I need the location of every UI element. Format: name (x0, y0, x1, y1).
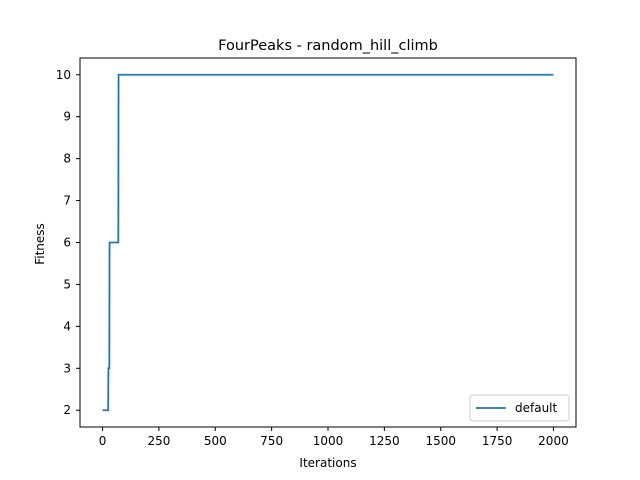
y-tick-label: 3 (63, 361, 71, 375)
legend-label-default: default (515, 401, 558, 415)
x-tick-label: 2000 (538, 434, 569, 448)
x-tick-label: 1000 (313, 434, 344, 448)
x-tick-label: 500 (204, 434, 227, 448)
y-tick-label: 8 (63, 152, 71, 166)
y-tick-label: 6 (63, 236, 71, 250)
y-tick-label: 9 (63, 110, 71, 124)
x-tick-label: 1250 (369, 434, 400, 448)
y-tick-label: 10 (56, 68, 71, 82)
x-axis-label: Iterations (299, 456, 356, 470)
y-tick-label: 5 (63, 277, 71, 291)
y-axis-label: Fitness (33, 223, 47, 265)
x-tick-label: 750 (260, 434, 283, 448)
legend-box (469, 394, 570, 422)
x-tick-label: 1750 (482, 434, 513, 448)
legend: default (469, 394, 570, 422)
y-tick-label: 2 (63, 403, 71, 417)
chart-title: FourPeaks - random_hill_climb (218, 38, 438, 54)
x-axis-ticks: 0 250 500 750 1000 1250 1500 1750 2000 (99, 427, 569, 448)
y-tick-label: 7 (63, 194, 71, 208)
x-tick-label: 250 (147, 434, 170, 448)
x-tick-label: 1500 (425, 434, 456, 448)
series-line-default (102, 73, 554, 412)
x-tick-label: 0 (99, 434, 107, 448)
y-axis-ticks: 2 3 4 5 6 7 8 9 10 (56, 68, 80, 417)
y-tick-label: 4 (63, 319, 71, 333)
